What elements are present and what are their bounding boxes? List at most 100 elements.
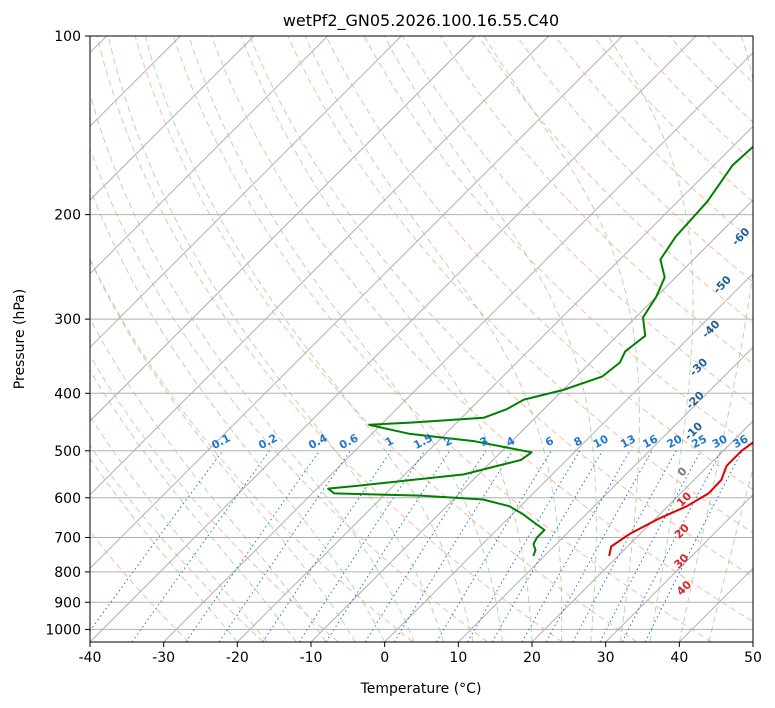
theta-label: 30 xyxy=(671,551,691,571)
moist-adiabat xyxy=(90,457,238,642)
series-layer xyxy=(327,145,753,557)
mixing-ratio-label: 8 xyxy=(572,434,585,449)
dewpoint-line xyxy=(327,145,753,557)
x-axis-label: Temperature (°C) xyxy=(360,681,482,697)
x-tick-label: 0 xyxy=(380,650,389,666)
temperature-line xyxy=(608,441,753,557)
mixing-ratio-line xyxy=(393,450,513,642)
mixing-ratio-line xyxy=(218,450,351,642)
x-tick-label: 10 xyxy=(449,650,467,666)
y-tick-label: 400 xyxy=(54,386,81,402)
dry-adiabat xyxy=(211,36,753,623)
theta-label: -30 xyxy=(687,355,710,378)
moist-adiabat xyxy=(678,36,753,642)
dry-adiabat xyxy=(134,36,638,642)
mixing-ratio-line xyxy=(364,450,487,642)
mixing-ratio-label: 16 xyxy=(640,432,660,451)
mixing-ratio-label: 6 xyxy=(543,434,556,449)
isotherm xyxy=(90,36,623,570)
moist-adiabat xyxy=(708,466,753,642)
theta-label: 40 xyxy=(674,578,694,598)
moist-adiabat xyxy=(144,36,474,642)
moist-adiabat xyxy=(188,36,503,642)
x-tick-label: -30 xyxy=(152,650,175,666)
y-tick-label: 200 xyxy=(54,208,81,224)
theta-label: 0 xyxy=(675,464,690,479)
moist-adiabat xyxy=(90,369,297,642)
mixing-ratio-label: 10 xyxy=(591,432,611,451)
isotherm xyxy=(678,567,753,642)
moist-adiabat xyxy=(90,187,386,642)
y-tick-label: 300 xyxy=(54,312,81,328)
isotherm xyxy=(90,36,697,642)
dry-adiabat xyxy=(516,36,753,283)
isotherm xyxy=(90,36,550,496)
dry-adiabat xyxy=(592,36,753,203)
plot-frame xyxy=(89,35,754,643)
dry-adiabat xyxy=(249,36,753,578)
dry-adiabat xyxy=(90,257,414,642)
isotherm xyxy=(605,493,753,642)
y-axis-label: Pressure (hPa) xyxy=(12,289,28,389)
x-tick-label: -20 xyxy=(226,650,249,666)
dry-adiabat xyxy=(478,36,753,324)
dry-adiabat xyxy=(96,36,563,642)
background-lines xyxy=(90,36,753,642)
mixing-ratio-label: 0.4 xyxy=(306,431,330,452)
y-tick-label: 1000 xyxy=(45,622,81,638)
mixing-ratio-line xyxy=(131,450,271,642)
mixing-ratio-label: 0.1 xyxy=(209,431,232,452)
x-tick-label: -40 xyxy=(79,650,102,666)
mixing-ratio-label: 1 xyxy=(383,434,396,449)
theta-label: -60 xyxy=(729,225,752,248)
y-tick-label: 500 xyxy=(54,444,81,460)
dry-adiabat xyxy=(90,147,488,642)
dry-adiabat xyxy=(90,354,339,642)
isotherm xyxy=(90,36,402,349)
theta-label: -50 xyxy=(711,273,734,296)
isotherm xyxy=(236,125,753,642)
mixing-ratio-line xyxy=(467,450,581,642)
moist-adiabat xyxy=(383,36,597,642)
dry-adiabat xyxy=(90,530,190,642)
theta-label: -80 xyxy=(769,126,775,149)
mixing-ratio-label: 13 xyxy=(618,432,638,451)
dry-adiabat xyxy=(172,36,712,642)
isotherm xyxy=(457,346,753,642)
x-tick-label: 40 xyxy=(670,650,688,666)
x-tick-label: -10 xyxy=(300,650,323,666)
isotherm xyxy=(531,420,753,642)
axes: -40 -30 -20 -10 0 10 20 30 40 5010009008007006005… xyxy=(45,29,762,666)
y-tick-label: 900 xyxy=(54,595,81,611)
dry-adiabat xyxy=(439,36,753,365)
isotherm xyxy=(752,641,753,642)
dry-adiabat xyxy=(287,36,753,534)
moist-adiabat xyxy=(304,36,563,642)
dry-adiabat xyxy=(707,36,753,84)
isotherm xyxy=(90,36,329,275)
moist-adiabat xyxy=(483,36,640,642)
mixing-ratio-line xyxy=(521,450,631,642)
y-tick-label: 800 xyxy=(54,565,81,581)
isotherm xyxy=(163,51,753,642)
mixing-ratio-label: 36 xyxy=(731,432,751,451)
moist-adiabat xyxy=(240,36,533,642)
mixing-ratio-line xyxy=(599,450,702,642)
mixing-ratio-label: 3 xyxy=(478,434,491,449)
x-tick-label: 50 xyxy=(744,650,762,666)
dry-adiabat xyxy=(554,36,753,243)
dry-adiabat xyxy=(90,444,264,642)
y-tick-label: 700 xyxy=(54,531,81,547)
isotherm xyxy=(90,36,476,422)
mixing-ratio-line xyxy=(572,450,677,642)
mixing-ratio-line xyxy=(262,450,392,642)
mixing-ratio-line xyxy=(545,450,653,642)
theta-label: 10 xyxy=(674,489,694,509)
moist-adiabat xyxy=(90,92,415,642)
isotherm xyxy=(90,36,255,201)
moist-adiabat xyxy=(90,415,268,642)
mixing-ratio-line xyxy=(325,450,451,642)
dry-adiabat xyxy=(325,36,753,491)
moist-adiabat xyxy=(107,36,445,642)
